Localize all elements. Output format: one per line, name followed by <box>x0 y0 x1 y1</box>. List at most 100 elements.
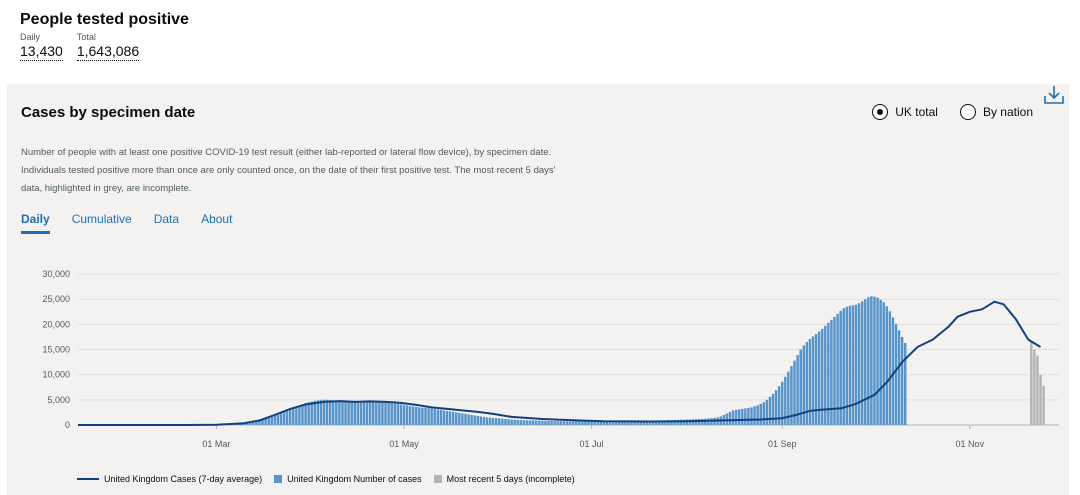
legend-item-incomplete[interactable]: Most recent 5 days (incomplete) <box>433 474 575 484</box>
case-bar <box>341 401 344 425</box>
case-bar <box>774 390 778 425</box>
case-bar <box>876 297 879 425</box>
y-tick-label: 5,000 <box>47 395 70 405</box>
download-icon[interactable] <box>1043 84 1065 106</box>
case-bar <box>584 421 587 425</box>
case-bar <box>418 407 421 425</box>
tab-data[interactable]: Data <box>153 212 180 226</box>
case-bar <box>371 401 375 425</box>
case-bar <box>633 421 636 425</box>
x-tick-label: 01 Nov <box>956 439 985 449</box>
case-bar <box>295 406 298 425</box>
case-bar <box>335 400 338 425</box>
case-bar <box>627 421 630 425</box>
incomplete-bar <box>1030 341 1033 425</box>
chart-tabs: Daily Cumulative Data About <box>21 212 232 234</box>
cases-card: Cases by specimen date UK total By natio… <box>7 84 1069 495</box>
case-bar <box>839 310 842 425</box>
case-bar <box>734 409 738 425</box>
daily-value[interactable]: 13,430 <box>20 43 63 61</box>
case-bar <box>682 419 686 425</box>
case-bar <box>442 410 446 425</box>
case-bar <box>507 419 510 425</box>
case-bar <box>313 400 317 425</box>
radio-uk-total-label: UK total <box>895 105 938 119</box>
case-bar <box>270 416 273 425</box>
case-bar <box>424 407 427 425</box>
case-bar <box>873 296 876 425</box>
case-bar <box>891 317 895 425</box>
case-bar <box>405 405 409 425</box>
case-bar <box>470 414 473 425</box>
x-tick-label: 01 Mar <box>202 439 230 449</box>
headline: People tested positive Daily 13,430 Tota… <box>20 10 189 61</box>
total-label: Total <box>76 32 96 42</box>
x-tick-label: 01 Sep <box>768 439 797 449</box>
case-bar <box>827 322 830 425</box>
case-bar <box>605 421 609 425</box>
case-bar <box>252 421 255 425</box>
case-bar <box>645 420 649 425</box>
case-bar <box>528 420 532 425</box>
tab-daily[interactable]: Daily <box>21 212 50 234</box>
case-bar <box>814 333 818 425</box>
case-bar <box>648 420 652 425</box>
case-bar <box>618 421 621 425</box>
case-bar <box>316 400 320 425</box>
case-bar <box>661 420 664 425</box>
case-bar <box>393 403 396 425</box>
legend-item-cases[interactable]: United Kingdom Number of cases <box>274 474 422 484</box>
case-bar <box>332 400 335 425</box>
case-bar <box>338 400 341 425</box>
case-bar <box>741 408 744 425</box>
incomplete-bar <box>1036 355 1039 425</box>
case-bar <box>504 418 507 425</box>
case-bar <box>310 401 313 425</box>
case-bar <box>894 323 898 425</box>
legend-grey-swatch <box>433 475 442 483</box>
case-bar <box>830 319 833 425</box>
case-bar <box>802 345 805 425</box>
y-tick-label: 0 <box>65 420 70 430</box>
case-bar <box>701 418 704 425</box>
tab-about[interactable]: About <box>201 212 233 226</box>
case-bar <box>458 412 461 425</box>
case-bar <box>255 420 258 425</box>
case-bar <box>547 420 550 425</box>
case-bar <box>408 405 412 425</box>
case-bar <box>596 421 599 425</box>
radio-by-nation[interactable]: By nation <box>959 104 1033 120</box>
radio-selected-icon[interactable] <box>872 104 889 120</box>
case-bar <box>350 401 353 425</box>
case-bar <box>845 306 849 425</box>
case-bar <box>676 419 679 425</box>
total-value[interactable]: 1,643,086 <box>76 43 140 61</box>
case-bar <box>541 420 544 425</box>
case-bar <box>513 419 516 425</box>
case-bar <box>679 419 682 425</box>
case-bar <box>621 421 624 425</box>
radio-unselected-icon[interactable] <box>959 104 976 120</box>
case-bar <box>421 407 424 425</box>
case-bar <box>565 421 569 425</box>
case-bar <box>651 420 655 425</box>
case-bar <box>771 393 775 425</box>
case-bar <box>276 414 280 425</box>
tab-cumulative[interactable]: Cumulative <box>71 212 132 226</box>
case-bar <box>879 299 882 425</box>
legend-label-cases: United Kingdom Number of cases <box>287 474 422 484</box>
case-bar <box>464 413 467 425</box>
case-bar <box>590 421 593 425</box>
legend-item-average[interactable]: United Kingdom Cases (7-day average) <box>77 474 262 484</box>
case-bar <box>568 421 572 425</box>
case-bar <box>790 366 793 425</box>
case-bar <box>608 421 612 425</box>
case-bar <box>248 421 252 425</box>
case-bar <box>267 417 270 425</box>
case-bar <box>439 409 443 425</box>
case-bar <box>762 402 766 425</box>
radio-uk-total[interactable]: UK total <box>872 104 938 120</box>
case-bar <box>322 399 326 425</box>
case-bar <box>611 421 615 425</box>
case-bar <box>904 342 907 425</box>
